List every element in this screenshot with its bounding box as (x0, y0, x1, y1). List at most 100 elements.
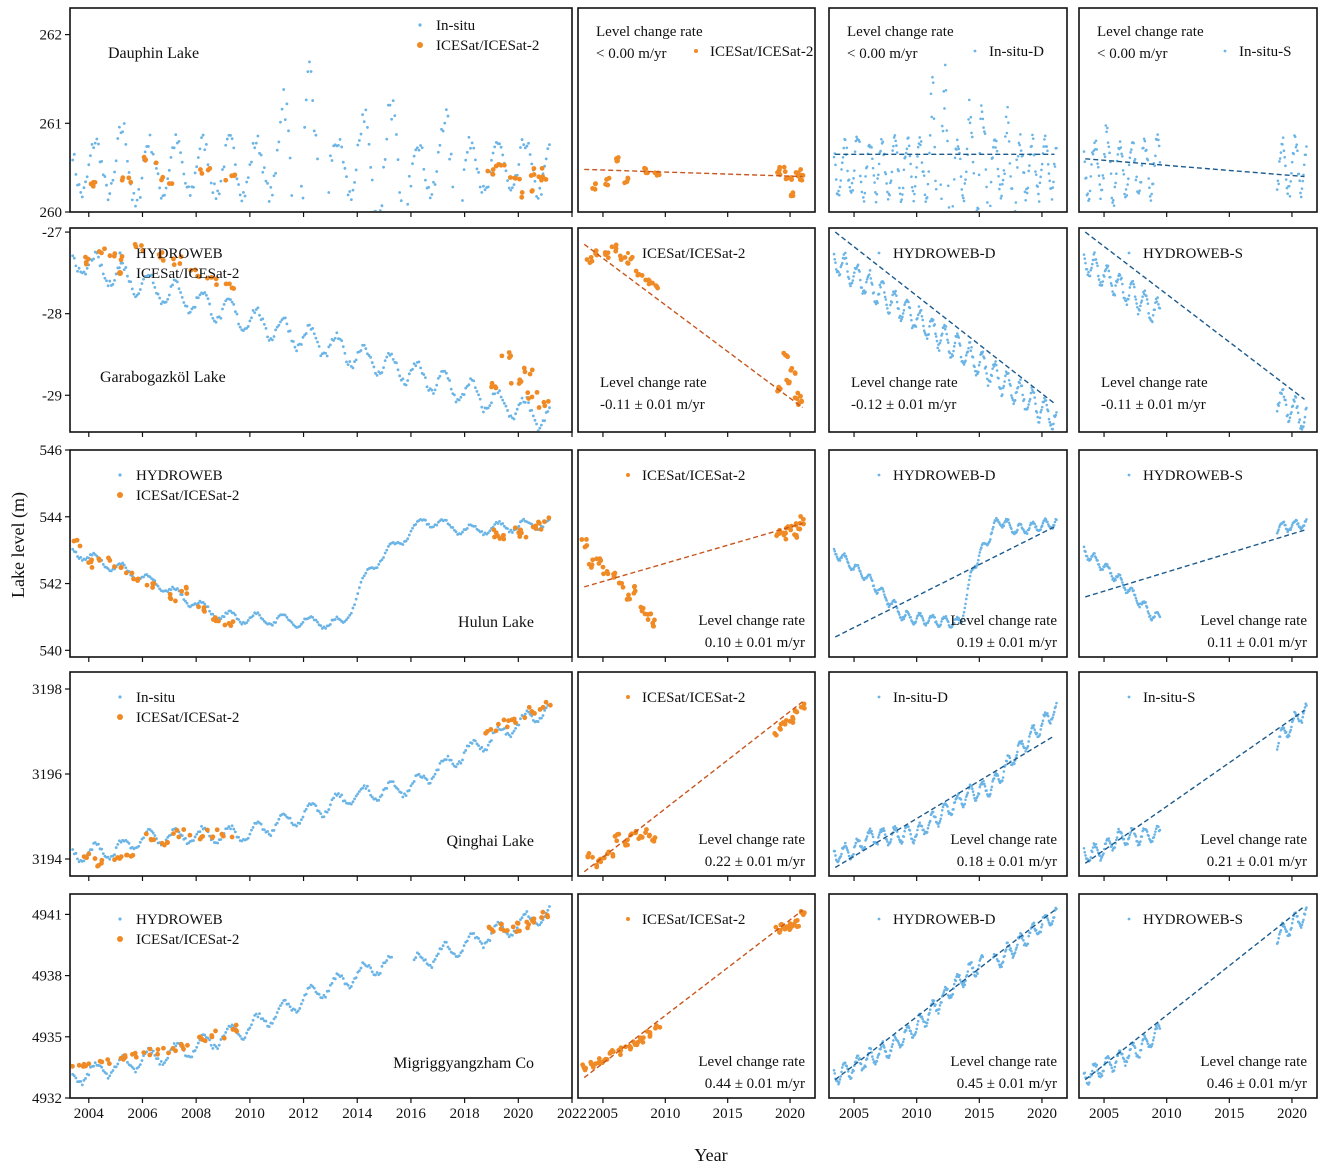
insitu-point (978, 959, 982, 962)
insitu-point (877, 833, 881, 837)
insitu-point (1134, 298, 1138, 301)
insitu-point (888, 193, 891, 197)
insitu-point (314, 133, 318, 137)
insitu-point (1097, 278, 1101, 281)
insitu-point (958, 157, 962, 161)
insitu-point (1298, 922, 1302, 926)
insitu-point (401, 377, 405, 381)
insitu-point (1151, 1038, 1155, 1042)
insitu-point (451, 526, 455, 529)
insitu-point (860, 190, 864, 194)
icesat-point (150, 585, 155, 590)
insitu-point (908, 306, 912, 310)
icesat-point (781, 164, 787, 170)
insitu-point (390, 117, 394, 121)
insitu-point (856, 564, 860, 567)
trend-line (584, 522, 803, 588)
insitu-point (158, 1063, 162, 1066)
insitu-point (1096, 559, 1099, 562)
insitu-point (1007, 518, 1010, 522)
insitu-point (544, 157, 548, 161)
insitu-point (465, 150, 469, 154)
insitu-point (1091, 152, 1095, 156)
icesat-point (159, 840, 165, 846)
insitu-point (1033, 396, 1036, 399)
insitu-point (914, 620, 918, 623)
rate-label: Level change rate (950, 832, 1057, 848)
insitu-point (910, 837, 914, 841)
insitu-point (889, 840, 892, 844)
insitu-point (1127, 177, 1130, 181)
icesat-point (643, 277, 649, 283)
insitu-point (961, 617, 964, 621)
plot-area (584, 155, 806, 199)
insitu-point (989, 788, 993, 792)
insitu-point (1040, 524, 1044, 527)
insitu-point (391, 780, 395, 784)
icesat-point (521, 365, 527, 371)
insitu-point (246, 176, 250, 180)
insitu-point (1281, 387, 1285, 391)
icesat-point (799, 177, 805, 183)
insitu-point (940, 808, 944, 812)
insitu-point (494, 923, 498, 927)
icesat-point (523, 534, 529, 540)
icesat-point (519, 190, 525, 195)
insitu-point (235, 177, 239, 181)
insitu-point (111, 282, 115, 286)
icesat-point (633, 268, 639, 274)
insitu-point (1010, 527, 1013, 531)
icesat-point (618, 1045, 624, 1051)
insitu-point (1129, 831, 1132, 834)
insitu-point (992, 365, 996, 368)
insitu-point (1082, 150, 1086, 153)
insitu-point (1040, 724, 1043, 728)
insitu-point (1006, 105, 1009, 109)
insitu-point (248, 832, 252, 836)
insitu-point (480, 530, 484, 533)
insitu-point (1109, 571, 1113, 575)
insitu-point (467, 744, 471, 748)
panel-frame (828, 227, 1068, 433)
insitu-point (990, 785, 994, 789)
insitu-point (383, 961, 387, 965)
insitu-point (1156, 133, 1159, 136)
insitu-point (159, 1060, 163, 1063)
insitu-point (151, 1049, 155, 1053)
insitu-point (958, 344, 962, 347)
icesat-point (187, 832, 193, 838)
insitu-point (409, 184, 413, 188)
icesat-point (504, 928, 510, 933)
insitu-point (1121, 1052, 1124, 1056)
insitu-point (142, 575, 145, 579)
insitu-point (882, 590, 885, 593)
insitu-point (1055, 146, 1058, 150)
insitu-point (1284, 398, 1287, 402)
insitu-point (1093, 251, 1096, 254)
insitu-point (1284, 178, 1288, 181)
insitu-point (325, 354, 329, 358)
icesat-point (607, 1051, 613, 1056)
icesat-point (612, 570, 618, 576)
insitu-point (852, 177, 855, 180)
legend-label: HYDROWEB-S (1143, 246, 1243, 262)
insitu-point (444, 758, 448, 762)
insitu-point (357, 790, 361, 793)
insitu-point (1039, 930, 1042, 934)
insitu-point (940, 1001, 943, 1004)
insitu-point (1046, 149, 1049, 153)
icesat-point (155, 1051, 160, 1057)
insitu-point (395, 361, 398, 365)
insitu-point (309, 70, 313, 73)
insitu-point (1138, 1056, 1141, 1059)
insitu-point (1007, 372, 1010, 375)
insitu-point (425, 778, 429, 782)
insitu-point (546, 147, 550, 151)
icesat-point (86, 1061, 92, 1067)
insitu-point (1143, 139, 1147, 143)
insitu-point (1151, 313, 1155, 317)
insitu-point (1301, 920, 1305, 924)
insitu-point (385, 548, 389, 552)
